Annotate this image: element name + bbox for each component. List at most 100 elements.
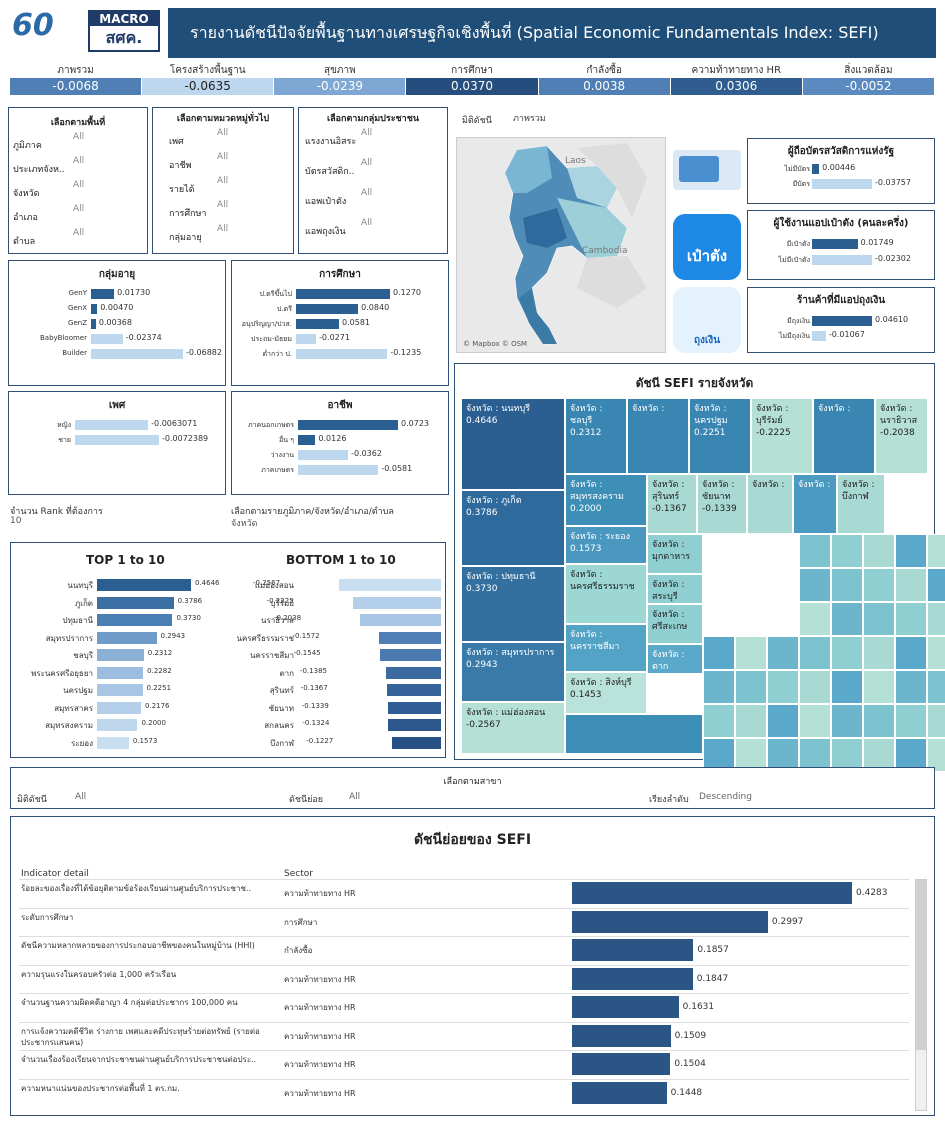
treemap-cell[interactable] bbox=[703, 670, 735, 704]
treemap-cell[interactable] bbox=[863, 704, 895, 738]
subindex-bar[interactable] bbox=[572, 996, 679, 1018]
treemap-cell[interactable] bbox=[927, 602, 945, 636]
top-bar[interactable] bbox=[97, 596, 174, 609]
branch-sub-value[interactable]: All bbox=[349, 792, 361, 802]
scrollbar[interactable] bbox=[915, 879, 927, 1111]
thailand-map[interactable]: Laos Cambodia © Mapbox © OSM bbox=[456, 137, 666, 353]
treemap-cell[interactable] bbox=[799, 670, 831, 704]
treemap-cell[interactable]: จังหวัด : bbox=[813, 398, 875, 474]
filter-value[interactable]: All bbox=[73, 204, 85, 214]
bar[interactable] bbox=[812, 331, 826, 341]
bar[interactable] bbox=[91, 349, 183, 359]
top-bar[interactable] bbox=[97, 666, 144, 679]
treemap-cell[interactable] bbox=[831, 568, 863, 602]
filter-value[interactable]: All bbox=[217, 200, 229, 210]
treemap-cell[interactable] bbox=[895, 534, 927, 568]
filter-value[interactable]: All bbox=[73, 180, 85, 190]
bottom-bar[interactable] bbox=[339, 579, 441, 591]
treemap-cell[interactable] bbox=[831, 670, 863, 704]
kpi-6[interactable]: สิ่งแวดล้อม -0.0052 bbox=[802, 64, 934, 97]
bar[interactable] bbox=[812, 179, 872, 189]
bar[interactable] bbox=[91, 289, 115, 299]
subindex-bar[interactable] bbox=[572, 967, 693, 990]
treemap-cell[interactable] bbox=[895, 704, 927, 738]
treemap-cell[interactable]: จังหวัด : ศรีสะเกษ bbox=[647, 604, 703, 644]
treemap-cell[interactable] bbox=[927, 534, 945, 568]
treemap-cell[interactable]: จังหวัด : นครราชสีมา bbox=[565, 624, 647, 672]
subindex-bar[interactable] bbox=[572, 1053, 671, 1075]
kpi-2[interactable]: สุขภาพ -0.0239 bbox=[274, 64, 406, 97]
treemap-cell[interactable]: จังหวัด : นครศรีธรรมราช bbox=[565, 564, 647, 624]
bar[interactable] bbox=[91, 304, 98, 314]
treemap-cell[interactable] bbox=[703, 636, 735, 670]
treemap-cell[interactable]: จังหวัด : มุกดาหาร bbox=[647, 534, 703, 574]
bar[interactable] bbox=[812, 316, 872, 326]
scrollbar-thumb[interactable] bbox=[916, 880, 926, 1050]
bottom-bar[interactable] bbox=[392, 736, 441, 749]
treemap-cell[interactable]: จังหวัด : ตาก bbox=[647, 644, 703, 674]
treemap-cell[interactable]: จังหวัด : บุรีรัมย์ -0.2225 bbox=[751, 398, 813, 474]
bar[interactable] bbox=[91, 334, 123, 344]
bar[interactable] bbox=[296, 289, 390, 299]
bar[interactable] bbox=[298, 465, 379, 475]
kpi-4[interactable]: กำลังซื้อ 0.0038 bbox=[538, 64, 670, 97]
filter-value[interactable]: All bbox=[361, 218, 373, 228]
filter-value[interactable]: All bbox=[361, 128, 373, 138]
treemap-cell[interactable]: จังหวัด : บึงกาฬ bbox=[837, 474, 885, 534]
treemap-cell[interactable] bbox=[799, 636, 831, 670]
rank-area-value[interactable]: จังหวัด bbox=[231, 519, 258, 529]
treemap-cell[interactable]: จังหวัด : ชัยนาท -0.1339 bbox=[697, 474, 747, 534]
rank-count-value[interactable]: 10 bbox=[10, 516, 22, 526]
bottom-bar[interactable] bbox=[352, 596, 441, 609]
treemap-cell[interactable] bbox=[863, 602, 895, 636]
bar[interactable] bbox=[812, 255, 872, 265]
top-bar[interactable] bbox=[97, 684, 143, 696]
treemap-cell[interactable] bbox=[799, 534, 831, 568]
treemap-cell[interactable] bbox=[895, 602, 927, 636]
treemap-cell[interactable] bbox=[831, 602, 863, 636]
branch-dim-value[interactable]: All bbox=[75, 792, 87, 802]
treemap-cell[interactable]: จังหวัด : ปทุมธานี 0.3730 bbox=[461, 566, 565, 642]
treemap-cell[interactable] bbox=[895, 670, 927, 704]
treemap-cell[interactable]: จังหวัด : สุรินทร์ -0.1367 bbox=[647, 474, 697, 534]
filter-value[interactable]: All bbox=[217, 128, 229, 138]
kpi-1[interactable]: โครงสร้างพื้นฐาน -0.0635 bbox=[142, 64, 274, 97]
treemap-cell[interactable] bbox=[799, 602, 831, 636]
bar[interactable] bbox=[296, 349, 388, 359]
treemap-cell[interactable] bbox=[895, 568, 927, 602]
bottom-bar[interactable] bbox=[386, 684, 441, 696]
filter-value[interactable]: All bbox=[73, 228, 85, 238]
top-bar[interactable] bbox=[97, 614, 173, 626]
bottom-bar[interactable] bbox=[388, 719, 441, 731]
treemap-cell[interactable]: จังหวัด : สระบุรี bbox=[647, 574, 703, 604]
bottom-bar[interactable] bbox=[378, 631, 441, 644]
filter-value[interactable]: All bbox=[73, 132, 85, 142]
kpi-3[interactable]: การศึกษา 0.0370 bbox=[406, 64, 538, 97]
map-dim-value[interactable]: ภาพรวม bbox=[513, 114, 546, 124]
treemap-cell[interactable]: จังหวัด : แม่ฮ่องสอน -0.2567 bbox=[461, 702, 565, 754]
bar[interactable] bbox=[812, 164, 820, 174]
filter-value[interactable]: All bbox=[217, 152, 229, 162]
bottom-bar[interactable] bbox=[379, 649, 441, 661]
treemap-cell[interactable] bbox=[735, 636, 767, 670]
top-bar[interactable] bbox=[97, 701, 142, 714]
treemap-cell[interactable] bbox=[767, 738, 799, 772]
subindex-bar[interactable] bbox=[572, 882, 852, 904]
treemap-area[interactable]: จังหวัด : นนทบุรี 0.4646 จังหวัด : ภูเก็ต 0… bbox=[461, 398, 945, 772]
treemap-cell[interactable] bbox=[927, 568, 945, 602]
treemap-cell[interactable]: จังหวัด : สิงห์บุรี 0.1453 bbox=[565, 672, 647, 714]
bar[interactable] bbox=[91, 319, 96, 329]
bar[interactable] bbox=[296, 304, 359, 314]
bottom-bar[interactable] bbox=[360, 614, 441, 626]
treemap-cell[interactable] bbox=[703, 738, 735, 772]
treemap-cell[interactable]: จังหวัด : bbox=[793, 474, 837, 534]
filter-value[interactable]: All bbox=[217, 176, 229, 186]
bottom-bar[interactable] bbox=[385, 666, 441, 679]
treemap-cell[interactable] bbox=[863, 738, 895, 772]
bar[interactable] bbox=[296, 334, 317, 344]
treemap-cell[interactable] bbox=[831, 738, 863, 772]
treemap-cell[interactable] bbox=[895, 738, 927, 772]
filter-value[interactable]: All bbox=[361, 188, 373, 198]
bar[interactable] bbox=[298, 420, 398, 430]
treemap-cell[interactable] bbox=[735, 738, 767, 772]
